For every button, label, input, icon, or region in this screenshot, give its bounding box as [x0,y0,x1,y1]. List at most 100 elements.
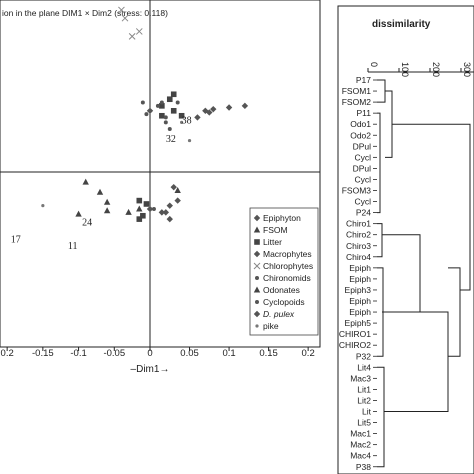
point-chlorophytes [121,14,129,22]
x-tick-label: 0 [147,348,152,359]
point-cyclopoids [140,100,145,105]
dendro-leaf-label: Lit [362,407,372,417]
dendro-leaf-label: CHIRO2 [339,340,371,350]
dendro-leaf-label: Epiph [349,307,371,317]
dendrogram-leaves: P17FSOM1FSOM2P11Odo1Odo2DPulCyclDPulCycl… [339,75,372,472]
point-label: 11 [68,241,78,252]
x-tick-label: 0.1 [222,348,235,359]
dendro-leaf-label: Lit4 [357,362,371,372]
point-odonates [136,205,143,212]
legend-label-chlorophytes: Chlorophytes [263,261,313,271]
point-odonates [174,187,181,194]
point-litter [170,91,177,98]
dendro-tick-label: 100 [400,62,410,77]
dendro-branch [377,79,386,103]
dendro-leaf-label: DPul [353,163,372,173]
point-d-pulex [146,205,154,213]
point-litter [178,112,185,119]
point-macrophytes [146,107,154,115]
legend-label-litter: Litter [263,237,282,247]
dendro-leaf-label: Cycl [354,197,371,207]
dendro-leaf-label: Mac1 [350,429,371,439]
legend-marker-litter [254,239,260,245]
dendro-branch [377,223,383,258]
dendro-leaf-label: Mac2 [350,440,371,450]
dendro-branch [382,234,421,313]
point-litter [143,201,150,207]
point-macrophytes [241,102,249,110]
legend-label-cyclopoids: Cyclopoids [263,297,305,307]
dendro-tick-label: 0 [369,62,379,67]
legend-marker-odonates [253,286,261,293]
dendro-leaf-label: Chiro4 [346,252,371,262]
point-chlorophytes [128,33,136,40]
legend-marker-d-pulex [253,310,261,318]
point-litter [166,96,173,103]
point-fsom [82,178,89,185]
point-label: 32 [166,134,176,145]
point-fsom [103,198,111,205]
legend-label-fsom: FSOM [263,225,288,235]
dendro-leaf-label: CHIRO1 [339,329,371,339]
legend-marker-macrophytes [253,250,261,258]
legend-label-pike: pike [263,321,279,331]
point-chlorophytes [118,6,125,14]
point-fsom [96,188,104,195]
point-chironomids [159,100,164,105]
dendro-leaf-label: Odo2 [350,130,371,140]
dendro-leaf-label: FSOM3 [342,186,372,196]
x-tick-label: 0.05 [180,348,199,359]
dendro-leaf-label: Mac3 [350,373,371,383]
point-odonates [125,208,132,215]
dendro-leaf-label: Epiph [349,274,371,284]
scatter-points [41,6,249,223]
dendro-branch [448,267,461,357]
point-litter [170,108,177,114]
point-chironomids [163,115,168,120]
legend-label-macrophytes: Macrophytes [263,249,312,259]
legend: Epiphyton FSOM Litter Macrophytes Chlorophyt… [249,207,319,336]
point-label: 24 [82,217,92,228]
point-chironomids [175,100,180,105]
legend-marker-chlorophytes [253,262,261,270]
x-tick-label: 0.2 [1,348,14,359]
dendro-branch [384,311,449,412]
point-epiphyton [162,209,170,216]
x-tick-label: -0.1 [70,348,86,359]
point-fsom [103,207,111,214]
scatter-frame [0,0,321,348]
dendro-tick-label: 300 [462,62,472,77]
dendro-tick-label: 200 [431,62,441,77]
legend-marker-fsom [253,226,261,233]
dendro-leaf-label: Cycl [354,152,371,162]
dendro-leaf-label: P38 [356,462,371,472]
x-axis-ticks: 0.2 -0.15 -0.1 -0.05 0 0.05 0.1 0.15 0.2 [1,347,315,359]
dendro-leaf-label: Odo1 [350,119,371,129]
dendro-leaf-label: Mac4 [350,451,371,461]
legend-label-chironomids: Chironomids [263,273,311,283]
dendrogram-frame [337,5,474,474]
point-litter [140,212,146,219]
legend-box [249,207,319,336]
dendro-leaf-label: FSOM2 [342,97,372,107]
dendro-leaf-label: P32 [356,351,371,361]
x-axis-label: –Dim1→ [131,364,170,375]
dendrogram-branches [373,79,471,468]
dendro-leaf-label: P17 [356,75,371,85]
x-tick-label: -0.15 [32,348,54,359]
dendro-branch [377,366,385,468]
scatter-title: ion in the plane DIM1 × Dim2 (stress: 0.… [2,8,168,18]
point-fsom [75,210,82,217]
point-chlorophytes [135,28,143,35]
dendro-leaf-label: Lit5 [357,418,371,428]
x-tick-label: 0.2 [302,348,315,359]
dendrogram-panel: dissimilarity 0100200300400 P17FSOM1FSOM… [337,5,474,474]
dendro-leaf-label: P24 [356,208,371,218]
point-cyclopoids [151,207,156,212]
point-macrophytes [206,109,213,116]
dendro-leaf-label: Chiro1 [346,219,371,229]
x-tick-label: -0.05 [103,348,125,359]
point-d-pulex [158,209,166,216]
point-litter [136,197,143,204]
